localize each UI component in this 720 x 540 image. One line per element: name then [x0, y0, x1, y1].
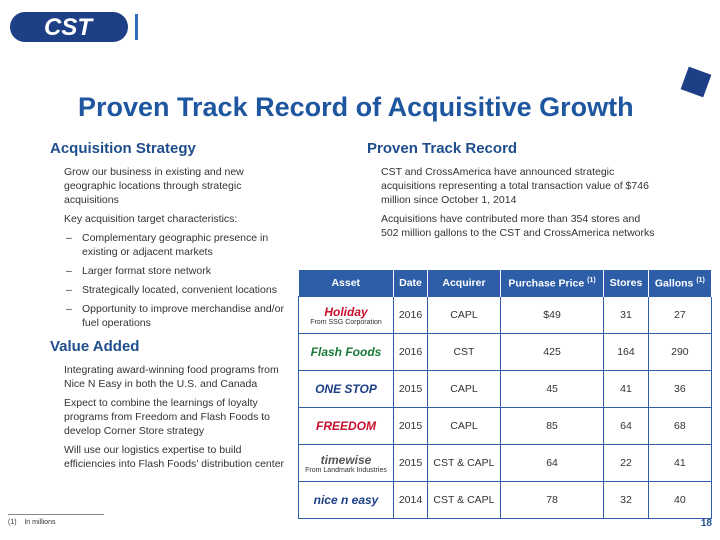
cell: 27 [647, 296, 713, 334]
bullet: Strategically located, convenient locati… [64, 283, 290, 297]
header-cell: Acquirer [427, 270, 501, 297]
heading: Proven Track Record [367, 140, 518, 157]
header-sup: (1) [696, 276, 705, 284]
rule [8, 514, 104, 515]
left-column: Acquisition Strategy Grow our business in… [50, 140, 290, 476]
paragraph: CST and CrossAmerica have announced stra… [381, 166, 649, 206]
cell: 22 [603, 444, 649, 482]
cell: 31 [603, 296, 649, 334]
cell: 78 [499, 481, 605, 519]
asset-cell: ONE STOP [298, 370, 394, 408]
cell: CST [427, 333, 501, 371]
cell: CAPL [427, 296, 501, 334]
asset-logo: FREEDOM [316, 419, 376, 433]
asset-note: From Landmark Industries [305, 466, 387, 474]
cell: 36 [647, 370, 713, 408]
section-heading: Value Added [50, 338, 140, 355]
row: Holiday From SSG Corporation 2016 CAPL $49 31… [298, 296, 713, 334]
cell: CST & CAPL [427, 481, 501, 519]
cell: 64 [499, 444, 605, 482]
asset-cell: nice n easy [298, 481, 394, 519]
asset-note: From SSG Corporation [310, 318, 382, 326]
header-text: Stores [609, 277, 643, 289]
cell: 40 [647, 481, 713, 519]
asset-logo: ONE STOP [315, 382, 377, 396]
cell: 2016 [392, 296, 429, 334]
row: nice n easy 2014 CST & CAPL 78 32 40 [298, 481, 713, 519]
bullet: Grow our business in existing and new ge… [64, 166, 244, 206]
asset-logo: Flash Foods [310, 345, 382, 359]
bullet: Integrating award-winning food programs … [64, 364, 279, 390]
header-text: Date [399, 277, 422, 289]
row: ONE STOP 2015 CAPL 45 41 36 [298, 370, 713, 408]
bullet: Opportunity to improve merchandise and/o… [64, 302, 290, 330]
page-number: 18 [700, 518, 712, 529]
bullet: Larger format store network [64, 264, 290, 278]
header-sup: (1) [587, 276, 596, 284]
cell: 68 [647, 407, 713, 445]
asset-cell: Flash Foods [298, 333, 394, 371]
asset-logo: nice n easy [313, 493, 379, 507]
title: Proven Track Record of Acquisitive Growt… [78, 92, 634, 122]
cell: 164 [603, 333, 649, 371]
header-row: Asset Date Acquirer Purchase Price (1) Store… [298, 270, 713, 297]
cell: 41 [647, 444, 713, 482]
section-heading: Acquisition Strategy [50, 140, 196, 157]
cell: 85 [499, 407, 605, 445]
cell: 2015 [392, 407, 429, 445]
asset-logo: timewise [320, 452, 372, 467]
asset-cell: Holiday From SSG Corporation [298, 296, 394, 334]
asset-logo: Holiday [324, 304, 368, 319]
cell: 2015 [392, 370, 429, 408]
cell: 2014 [392, 481, 429, 519]
cell: 425 [499, 333, 605, 371]
cell: 64 [603, 407, 649, 445]
asset-cell: timewise From Landmark Industries [298, 444, 394, 482]
header-cell: Gallons (1) [648, 270, 713, 297]
footnote: (1) In millions [8, 519, 55, 526]
row: FREEDOM 2015 CAPL 85 64 68 [298, 407, 713, 445]
cell: 32 [603, 481, 649, 519]
header-text: Purchase Price [508, 277, 585, 290]
footnote-marker: (1) [8, 519, 17, 526]
logo: CST [10, 12, 138, 42]
row: Flash Foods 2016 CST 425 164 290 [298, 333, 713, 371]
cell: 290 [647, 333, 713, 371]
cell: CST & CAPL [427, 444, 501, 482]
header-text: Gallons [654, 277, 694, 290]
cell: 2015 [392, 444, 429, 482]
footnote-text: In millions [24, 519, 56, 526]
bullet: Complementary geographic presence in exi… [64, 231, 290, 259]
cell: $49 [499, 296, 605, 334]
right-column: Proven Track Record CST and CrossAmerica… [367, 140, 657, 245]
asset-cell: FREEDOM [298, 407, 394, 445]
header-cell: Purchase Price (1) [500, 270, 605, 297]
cell: 41 [603, 370, 649, 408]
cell: CAPL [427, 407, 501, 445]
icon [680, 66, 712, 98]
cell: 45 [499, 370, 605, 408]
header-text: Acquirer [442, 277, 486, 289]
logo-text: CST [44, 14, 94, 41]
paragraph: Acquisitions have contributed more than … [381, 213, 655, 239]
bullet: Will use our logistics expertise to buil… [64, 444, 285, 470]
header-text: Asset [331, 277, 361, 289]
cell: 2016 [392, 333, 429, 371]
bullet: Key acquisition target characteristics: [64, 213, 238, 225]
table: Asset Date Acquirer Purchase Price (1) Store… [298, 270, 713, 519]
cell: CAPL [427, 370, 501, 408]
header-cell: Asset [298, 270, 394, 297]
bullet: Expect to combine the learnings of loyal… [64, 397, 271, 437]
header-cell: Stores [603, 270, 649, 297]
row: timewise From Landmark Industries 2015 CST … [298, 444, 713, 482]
header-cell: Date [393, 270, 429, 297]
